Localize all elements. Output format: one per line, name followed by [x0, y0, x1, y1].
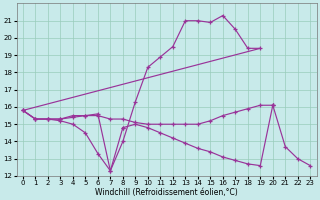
X-axis label: Windchill (Refroidissement éolien,°C): Windchill (Refroidissement éolien,°C): [95, 188, 238, 197]
